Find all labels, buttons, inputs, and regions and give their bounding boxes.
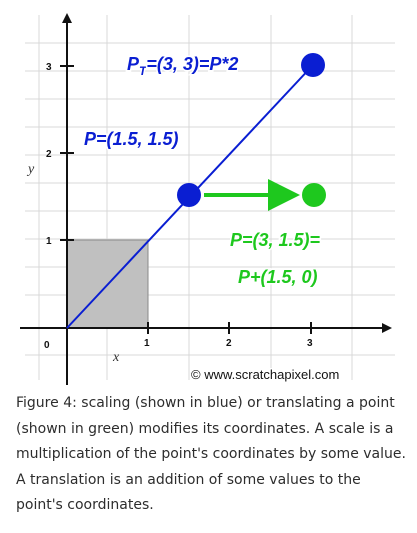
copyright-text: © www.scratchapixel.com (191, 367, 339, 382)
scaled-point (301, 53, 325, 77)
x-tick-label: 0 (44, 340, 50, 351)
x-tick-label: 2 (226, 338, 232, 349)
y-tick-label: 1 (46, 236, 52, 247)
y-tick-label: 3 (46, 62, 52, 73)
original-point (177, 183, 201, 207)
translated-point (302, 183, 326, 207)
translated-point-label-line2: P+(1.5, 0) (238, 267, 318, 287)
x-axis-label: x (112, 350, 120, 365)
y-tick-label: 2 (46, 149, 52, 160)
figure-caption: Figure 4: scaling (shown in blue) or tra… (16, 395, 406, 513)
coordinate-diagram: 0 1 2 3 1 2 3 y x PT=(3, 3)=P*2 P=(1.5, … (20, 13, 395, 385)
y-axis-label: y (26, 162, 35, 177)
x-tick-label: 3 (307, 338, 313, 349)
scaled-point-label: PT=(3, 3)=P*2 (127, 54, 238, 78)
x-tick-label: 1 (144, 338, 150, 349)
axes (20, 13, 392, 385)
translated-point-label-line1: P=(3, 1.5)= (230, 230, 321, 250)
original-point-label: P=(1.5, 1.5) (84, 129, 179, 149)
